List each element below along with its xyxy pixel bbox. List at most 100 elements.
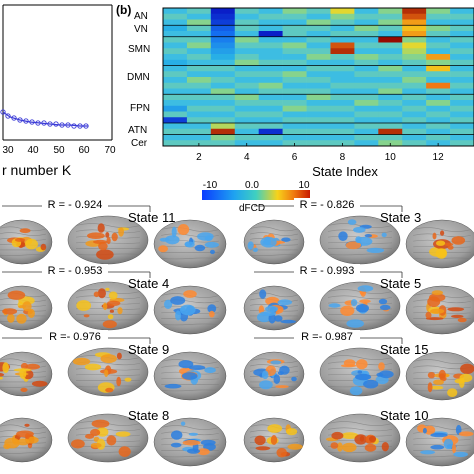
brain-sulcus	[0, 232, 47, 236]
activation-blob	[364, 443, 377, 452]
heatmap-cell	[354, 19, 379, 26]
heatmap-cell	[186, 25, 212, 32]
heatmap-cell	[163, 59, 188, 66]
brain-surface	[153, 417, 227, 467]
heatmap-cell	[378, 111, 403, 118]
heatmap-cell	[210, 8, 236, 15]
heatmap-cell	[258, 48, 283, 55]
brain-surface	[153, 285, 227, 335]
activation-blob	[331, 431, 344, 440]
activation-blob	[105, 387, 114, 393]
heatmap-cell	[402, 134, 427, 141]
heatmap-cell	[426, 134, 451, 141]
activation-blob	[273, 374, 281, 384]
heatmap-cell	[378, 82, 403, 89]
activation-blob	[350, 299, 358, 307]
heatmap-cell	[306, 123, 331, 130]
heatmap-cell	[402, 128, 427, 135]
activation-blob	[177, 224, 190, 235]
heatmap-cell	[163, 100, 188, 107]
activation-blob	[275, 385, 289, 389]
brain-panel: R =- 0.976 State 9	[0, 330, 227, 401]
activation-blob	[97, 223, 105, 233]
activation-blob	[432, 232, 437, 240]
heatmap-cell	[210, 82, 236, 89]
state-label: State 8	[128, 408, 169, 423]
heatmap-cell	[258, 128, 283, 135]
activation-blob	[187, 448, 200, 454]
heatmap-cell	[186, 36, 212, 43]
heatmap-x-ticks: 2 4 6 8 10 12	[196, 143, 444, 163]
heatmap-cell	[306, 94, 331, 101]
heatmap-cell	[450, 59, 474, 66]
heatmap-cell	[450, 123, 474, 130]
heatmap-cell	[258, 105, 283, 112]
heatmap-cell	[450, 100, 474, 107]
correlation-label-bg	[294, 330, 360, 342]
activation-blob	[7, 290, 26, 300]
heatmap-cell	[282, 134, 307, 141]
heatmap-cell	[402, 77, 427, 84]
panel-a-curve	[2, 111, 88, 127]
heatmap-cell	[282, 31, 307, 38]
activation-blob	[90, 442, 102, 448]
activation-blob	[447, 307, 465, 312]
brain-surface	[0, 417, 53, 463]
brain-panel: State 8	[0, 408, 227, 467]
correlation-label-bg	[42, 198, 108, 210]
activation-blob	[182, 439, 201, 446]
activation-blob	[171, 430, 183, 440]
activation-blob	[427, 296, 441, 308]
panel-a-marker	[65, 122, 71, 128]
panel-a-marker	[11, 115, 17, 121]
activation-blob	[279, 365, 290, 375]
heatmap-cell	[306, 111, 331, 118]
heatmap-cell	[186, 19, 212, 26]
panel-a-marker	[71, 123, 77, 129]
panel-a-marker	[29, 119, 35, 125]
heatmap-cell	[330, 36, 355, 43]
activation-blob	[180, 307, 186, 312]
correlation-label: R = - 0.826	[300, 199, 355, 211]
heatmap-cell	[306, 65, 331, 72]
x-tick-label: 30	[2, 145, 14, 156]
heatmap-cell	[234, 36, 259, 43]
network-label: Cer	[131, 138, 148, 149]
heatmap-cell	[306, 13, 331, 20]
activation-blob	[118, 446, 131, 457]
heatmap-cell	[330, 25, 355, 32]
activation-blob	[170, 442, 182, 448]
heatmap-cell	[378, 117, 403, 124]
heatmap-cell	[258, 88, 283, 95]
state-label: State 3	[380, 210, 421, 225]
heatmap-cell	[282, 105, 307, 112]
activation-blob	[259, 289, 267, 299]
heatmap-cell	[378, 54, 403, 61]
heatmap-cell	[354, 36, 379, 43]
heatmap-cell	[282, 42, 307, 49]
heatmap-cell	[282, 13, 307, 20]
heatmap-cell	[210, 128, 236, 135]
brain-surface	[405, 351, 474, 401]
correlation-label-bg	[294, 198, 360, 210]
heatmap-cell	[234, 42, 259, 49]
activation-blob	[22, 301, 32, 312]
heatmap-cell	[306, 77, 331, 84]
brain-sulcus	[327, 253, 393, 256]
panel-a-marker	[35, 120, 41, 126]
heatmap-cell	[282, 25, 307, 32]
brain-sulcus	[161, 227, 219, 232]
panel-a-markers	[0, 109, 89, 129]
heatmap-cell	[450, 88, 474, 95]
heatmap-cell	[234, 111, 259, 118]
activation-blob	[107, 300, 121, 306]
activation-blob	[96, 427, 109, 437]
network-label: SMN	[128, 44, 150, 55]
heatmap-cell	[186, 134, 212, 141]
activation-blob	[346, 319, 365, 328]
heatmap-cell	[426, 71, 451, 78]
network-separators	[163, 24, 474, 135]
activation-blob	[90, 428, 101, 437]
activation-blob	[7, 313, 15, 323]
